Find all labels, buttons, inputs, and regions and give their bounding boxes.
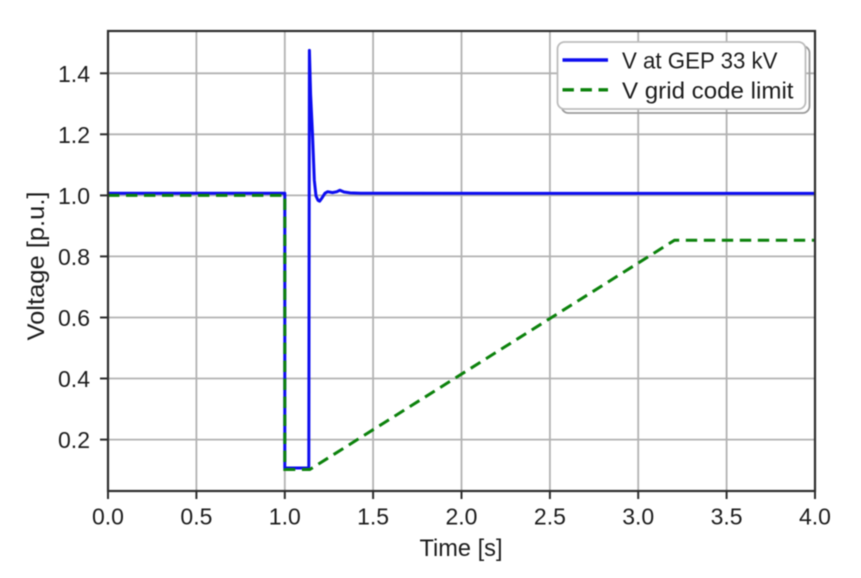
svg-text:V grid code limit: V grid code limit	[622, 77, 794, 103]
svg-text:3.0: 3.0	[622, 504, 654, 530]
svg-text:1.0: 1.0	[269, 504, 301, 530]
svg-text:V at GEP 33 kV: V at GEP 33 kV	[622, 48, 778, 74]
svg-text:2.5: 2.5	[534, 504, 566, 530]
svg-text:1.5: 1.5	[357, 504, 389, 530]
svg-text:1.0: 1.0	[58, 183, 90, 209]
svg-text:4.0: 4.0	[799, 504, 831, 530]
svg-text:0.4: 0.4	[58, 366, 90, 392]
svg-text:Time [s]: Time [s]	[420, 535, 503, 562]
svg-text:2.0: 2.0	[446, 504, 478, 530]
svg-text:Voltage [p.u.]: Voltage [p.u.]	[23, 192, 50, 341]
svg-text:1.4: 1.4	[58, 61, 90, 87]
svg-text:0.5: 0.5	[180, 504, 212, 530]
svg-text:3.5: 3.5	[711, 504, 743, 530]
svg-text:0.8: 0.8	[58, 244, 90, 270]
svg-text:0.0: 0.0	[92, 504, 124, 530]
svg-text:0.2: 0.2	[58, 427, 90, 453]
svg-text:0.6: 0.6	[58, 305, 90, 331]
svg-text:1.2: 1.2	[58, 122, 90, 148]
